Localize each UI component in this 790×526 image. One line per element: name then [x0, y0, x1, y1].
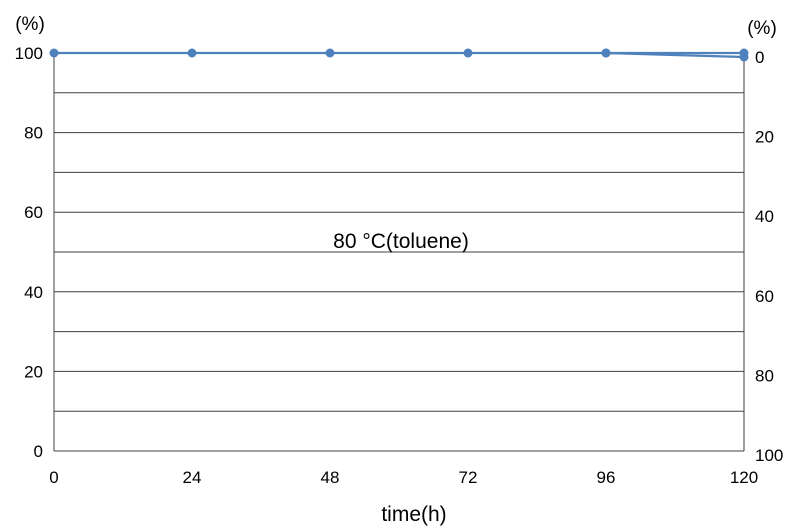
- left-y-tick-label: 60: [24, 203, 43, 222]
- tick-labels: 0 24 48 72 96 120 0 20 40 60 80 100 0 20 40 60 80 100: [15, 44, 784, 487]
- series-group: [50, 49, 749, 62]
- data-point: [188, 49, 197, 58]
- data-point: [740, 49, 749, 58]
- x-tick-label: 120: [730, 468, 758, 487]
- left-y-tick-label: 40: [24, 283, 43, 302]
- x-tick-label: 96: [597, 468, 616, 487]
- left-y-tick-label: 20: [24, 362, 43, 381]
- left-y-tick-label: 80: [24, 124, 43, 143]
- right-y-tick-label: 80: [755, 366, 774, 385]
- right-axis-unit: (%): [747, 18, 777, 39]
- x-axis-label: time(h): [381, 503, 446, 526]
- data-point: [326, 49, 335, 58]
- x-tick-label: 24: [183, 468, 202, 487]
- right-y-tick-label: 20: [755, 128, 774, 147]
- left-y-tick-label: 100: [15, 44, 43, 63]
- right-y-tick-label: 60: [755, 287, 774, 306]
- left-axis-unit: (%): [15, 14, 45, 35]
- x-tick-label: 0: [49, 468, 58, 487]
- x-tick-label: 48: [321, 468, 340, 487]
- right-y-tick-label: 0: [755, 48, 764, 67]
- x-tick-label: 72: [459, 468, 478, 487]
- chart-annotation: 80 °C(toluene): [333, 230, 469, 253]
- left-y-tick-label: 0: [34, 442, 43, 461]
- data-point: [50, 49, 59, 58]
- data-point: [464, 49, 473, 58]
- data-point: [602, 49, 611, 58]
- right-y-tick-label: 100: [755, 446, 783, 465]
- right-y-tick-label: 40: [755, 207, 774, 226]
